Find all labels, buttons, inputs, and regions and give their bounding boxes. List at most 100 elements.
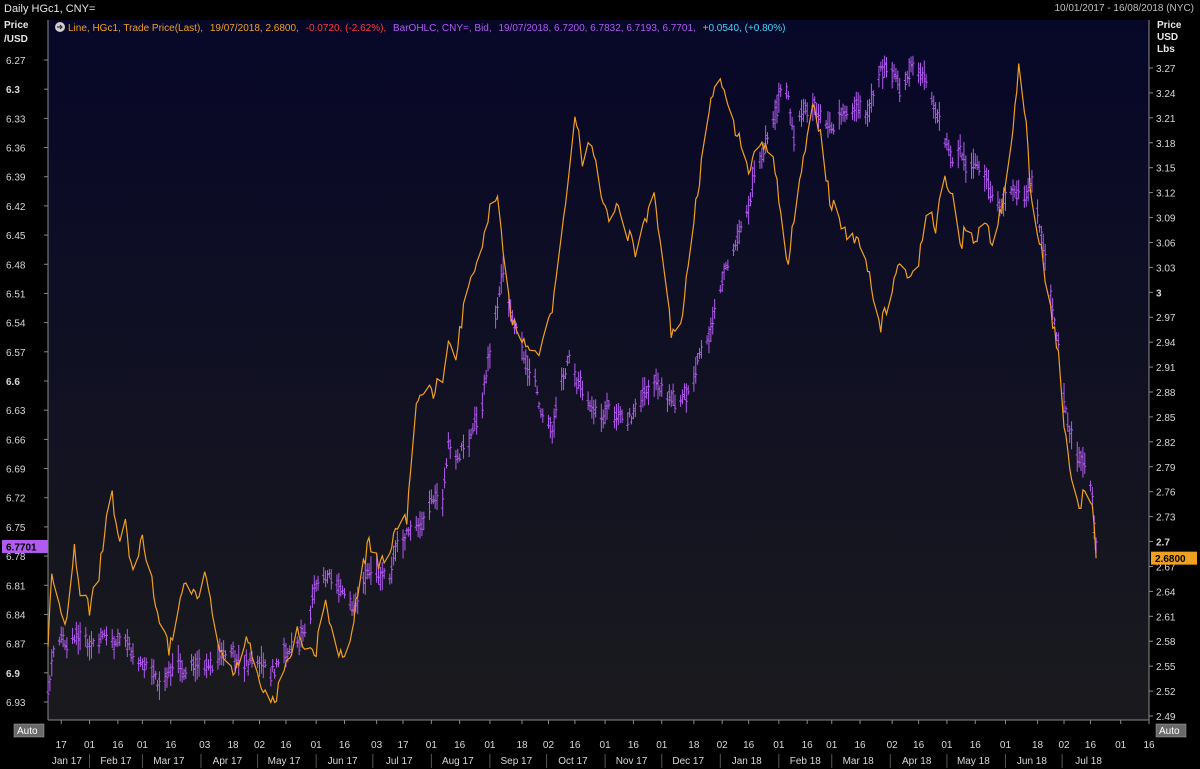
x-tick-label: 18: [516, 740, 528, 751]
right-axis-label-line3: Lbs: [1157, 44, 1175, 55]
left-tick-label: 6.81: [6, 581, 26, 592]
auto-scale-button-right[interactable]: Auto: [1155, 723, 1187, 738]
x-tick-label: 17: [56, 740, 68, 751]
x-tick-label: 02: [254, 740, 266, 751]
right-tick-label: 3.06: [1156, 238, 1176, 249]
left-tick-label: 6.72: [6, 494, 26, 505]
price-chart[interactable]: Line, HGc1, Trade Price(Last), 19/07/201…: [0, 20, 1200, 769]
x-tick-label: 02: [717, 740, 729, 751]
x-month-label: Jan 17: [52, 756, 82, 767]
x-tick-label: 16: [854, 740, 866, 751]
x-tick-label: 02: [887, 740, 899, 751]
left-last-value-tag: 6.7701: [2, 539, 48, 553]
x-tick-label: 02: [543, 740, 555, 751]
right-tick-label: 2.73: [1156, 513, 1176, 524]
x-tick-label: 01: [1115, 740, 1127, 751]
right-axis-label-line2: USD: [1157, 32, 1178, 43]
left-tick-label: 6.87: [6, 640, 26, 651]
x-tick-label: 16: [454, 740, 466, 751]
x-tick-label: 16: [112, 740, 124, 751]
x-tick-label: 16: [802, 740, 814, 751]
left-tick-label: 6.57: [6, 348, 26, 359]
x-month-label: May 17: [268, 756, 301, 767]
legend-series2-label: BarOHLC, CNY=, Bid,: [393, 23, 492, 34]
x-tick-label: 18: [1032, 740, 1044, 751]
right-tick-label: 2.94: [1156, 338, 1176, 349]
x-axis-ticks: 17 01 16 01 16 03 18 02 16 01 16 03 17 01 16 01 18 02 16 01…: [56, 720, 1155, 751]
left-tick-label: 6.51: [6, 289, 26, 300]
right-tick-label: 2.97: [1156, 313, 1176, 324]
left-tick-label: 6.42: [6, 202, 26, 213]
x-tick-label: 01: [137, 740, 149, 751]
x-tick-label: 16: [280, 740, 292, 751]
x-tick-label: 03: [199, 740, 211, 751]
right-tick-label: 2.64: [1156, 587, 1176, 598]
x-tick-label: 16: [913, 740, 925, 751]
x-month-label: Aug 17: [442, 756, 474, 767]
x-tick-label: 01: [484, 740, 496, 751]
x-month-label: Feb 18: [790, 756, 822, 767]
left-tick-label: 6.9: [6, 669, 20, 680]
legend-series2-values: 19/07/2018, 6.7200, 6.7832, 6.7193, 6.77…: [498, 23, 695, 34]
x-tick-label: 01: [1000, 740, 1012, 751]
auto-scale-button-left[interactable]: Auto: [13, 723, 45, 738]
x-month-label: Jul 17: [386, 756, 413, 767]
legend-series1-values: 19/07/2018, 2.6800,: [210, 23, 299, 34]
x-tick-label: 01: [826, 740, 838, 751]
right-tick-label: 2.58: [1156, 637, 1176, 648]
left-tick-label: 6.63: [6, 406, 26, 417]
right-tick-label: 2.85: [1156, 413, 1176, 424]
x-tick-label: 18: [688, 740, 700, 751]
x-tick-label: 01: [941, 740, 953, 751]
left-last-value-text: 6.7701: [6, 542, 37, 553]
cny-bid-bars: [46, 55, 1098, 702]
x-month-label: Jun 18: [1017, 756, 1047, 767]
right-tick-label: 2.88: [1156, 388, 1176, 399]
x-tick-label: 16: [339, 740, 351, 751]
right-tick-label: 3.15: [1156, 164, 1176, 175]
right-tick-label: 3.03: [1156, 263, 1176, 274]
auto-button-left-label: Auto: [17, 726, 38, 737]
right-tick-label: 2.79: [1156, 463, 1176, 474]
right-last-value-tag: 2.6800: [1151, 551, 1197, 565]
left-tick-label: 6.48: [6, 260, 26, 271]
x-month-label: Mar 17: [153, 756, 185, 767]
x-month-label: May 18: [957, 756, 990, 767]
x-tick-label: 03: [371, 740, 383, 751]
left-tick-label: 6.6: [6, 377, 20, 388]
right-axis-label-line1: Price: [1157, 20, 1182, 31]
x-month-label: Apr 18: [902, 756, 932, 767]
x-month-label: Dec 17: [672, 756, 704, 767]
left-axis-label-line1: Price: [4, 20, 29, 31]
right-tick-label: 2.82: [1156, 438, 1176, 449]
left-tick-label: 6.78: [6, 552, 26, 563]
right-tick-label: 2.49: [1156, 712, 1176, 723]
legend-series1-change: -0.0720, (-2.62%),: [306, 23, 387, 34]
right-tick-label: 2.7: [1156, 538, 1170, 549]
x-tick-label: 16: [628, 740, 640, 751]
right-tick-label: 3.12: [1156, 189, 1176, 200]
right-tick-label: 3.27: [1156, 64, 1176, 75]
right-tick-label: 3.18: [1156, 139, 1176, 150]
x-month-label: Nov 17: [616, 756, 648, 767]
right-tick-label: 2.67: [1156, 562, 1176, 573]
x-tick-label: 17: [397, 740, 409, 751]
right-tick-label: 3.09: [1156, 214, 1176, 225]
left-tick-label: 6.45: [6, 231, 26, 242]
x-tick-label: 02: [1058, 740, 1070, 751]
plot-area: [48, 20, 1149, 720]
left-tick-label: 6.33: [6, 114, 26, 125]
x-tick-label: 01: [656, 740, 668, 751]
x-tick-label: 16: [1143, 740, 1155, 751]
right-tick-label: 3.24: [1156, 89, 1176, 100]
x-month-label: Jan 18: [732, 756, 762, 767]
right-tick-label: 3: [1156, 288, 1162, 299]
x-tick-label: 16: [165, 740, 177, 751]
left-tick-label: 6.66: [6, 435, 26, 446]
left-axis-label-line2: /USD: [4, 34, 28, 45]
left-tick-label: 6.54: [6, 319, 26, 330]
x-tick-label: 01: [773, 740, 785, 751]
x-tick-label: 01: [600, 740, 612, 751]
legend-series1-label: Line, HGc1, Trade Price(Last),: [68, 23, 203, 34]
x-tick-label: 18: [228, 740, 240, 751]
